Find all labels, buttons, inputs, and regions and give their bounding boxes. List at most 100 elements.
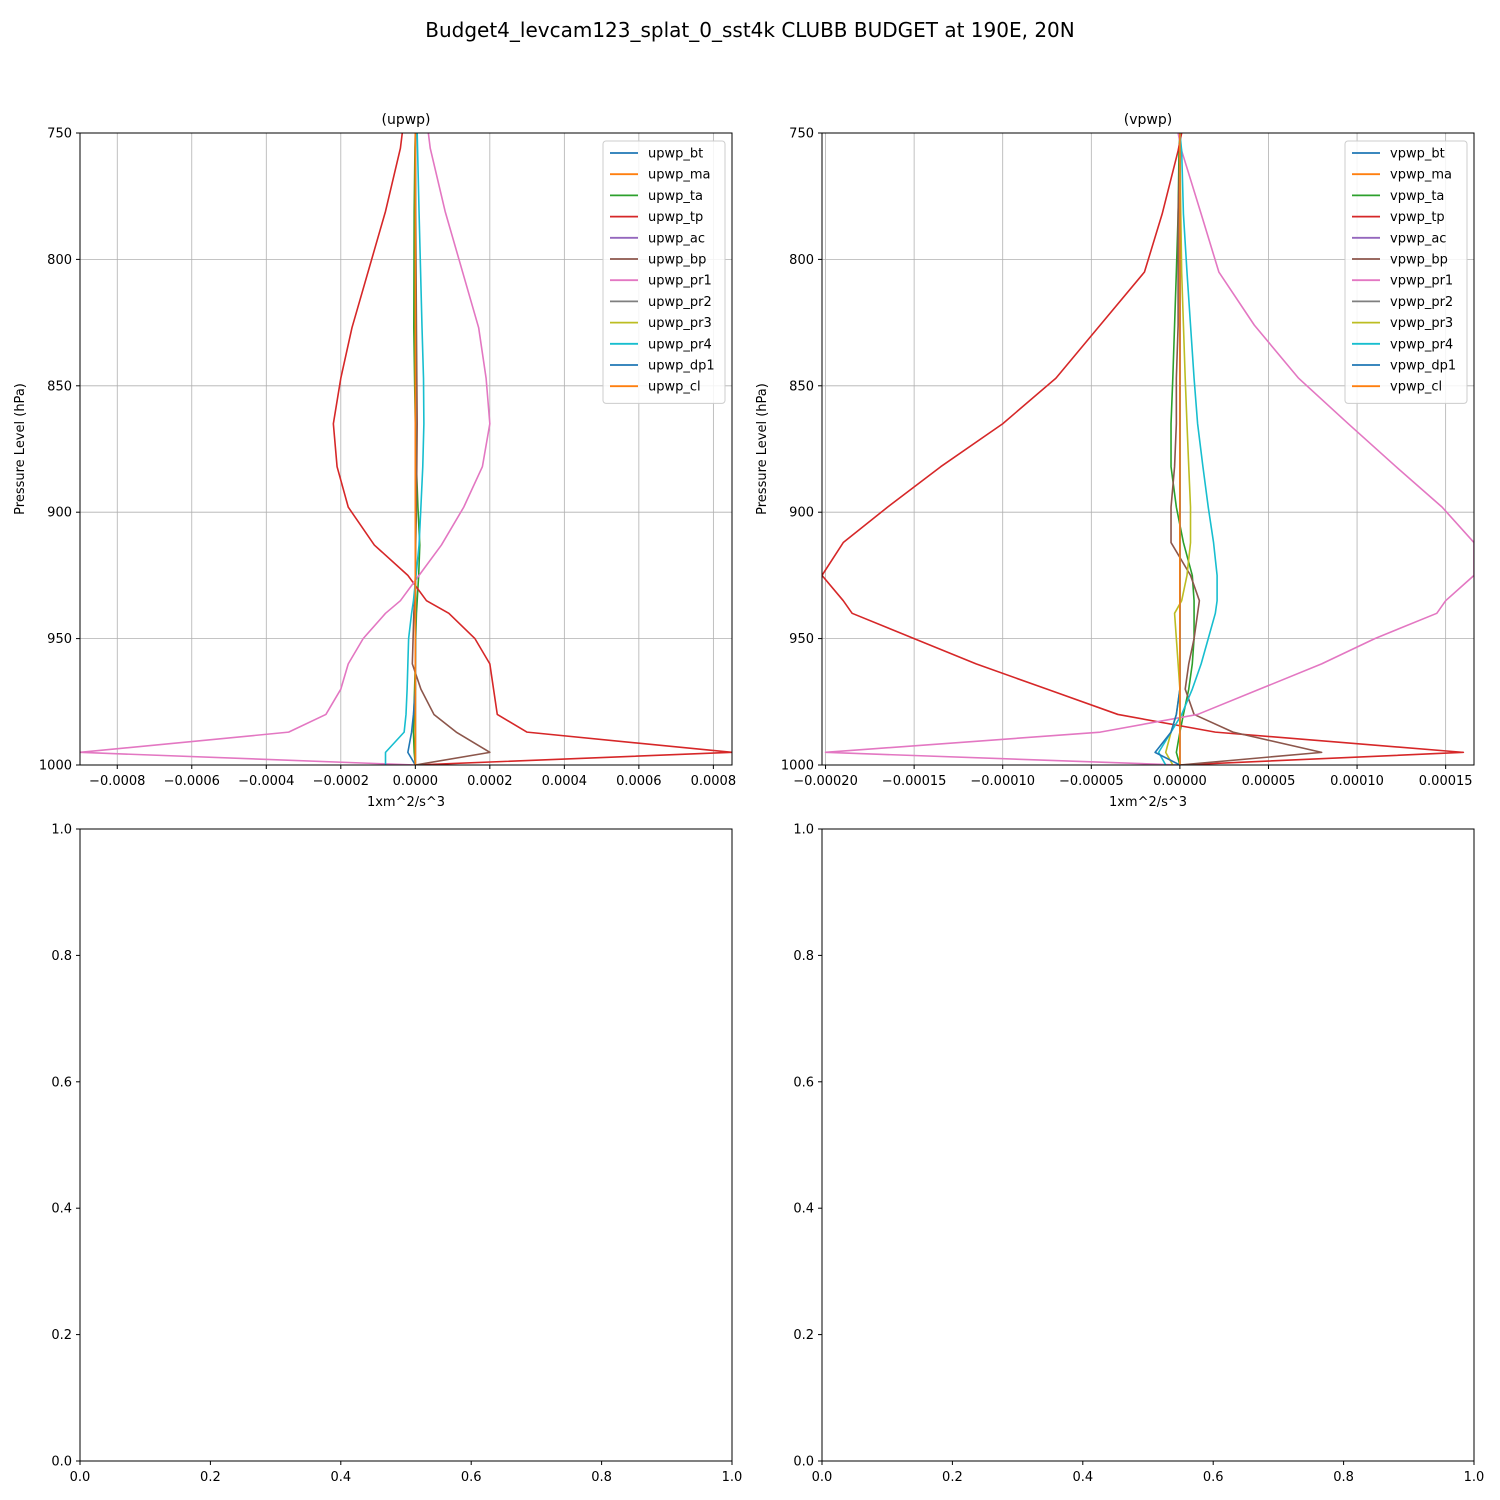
axes-frame xyxy=(79,828,733,1462)
y-tick-label: 950 xyxy=(789,632,814,647)
x-tick-label: −0.0006 xyxy=(164,774,220,789)
series-group xyxy=(822,133,1474,765)
y-tick-label: 850 xyxy=(47,379,72,394)
legend-label: upwp_cl xyxy=(648,380,701,395)
x-tick-label: 0.00010 xyxy=(1330,774,1384,789)
x-tick-label: 0.0008 xyxy=(691,774,737,789)
subplot-grid: −0.0008 −0.0006 −0.0004 −0.0002 0.0000 0.0002… xyxy=(13,112,1484,1485)
y-tick-label: 0.2 xyxy=(51,1328,72,1343)
y-tick-label: 0.8 xyxy=(793,949,814,964)
x-tick-label: 0.00005 xyxy=(1242,774,1296,789)
subplot-4: 0.0 0.2 0.4 0.6 0.8 1.0 0.0 0.2 0.4 0.6 0.8 1.0 xyxy=(793,823,1484,1486)
legend-label: vpwp_pr1 xyxy=(1390,274,1453,289)
y-tick-label: 800 xyxy=(47,253,72,268)
legend-label: upwp_dp1 xyxy=(648,359,715,374)
legend-label: vpwp_tp xyxy=(1390,210,1445,225)
x-tick-label: 0.0 xyxy=(812,1470,833,1485)
legend-label: upwp_pr2 xyxy=(648,295,712,310)
legend-box xyxy=(1344,140,1468,404)
y-tick-label: 0.0 xyxy=(793,1455,814,1470)
y-tick-label: 0.6 xyxy=(793,1075,814,1090)
x-tick-label: 0.0 xyxy=(70,1470,91,1485)
axes-frame xyxy=(821,132,1475,766)
x-tick-label: −0.0002 xyxy=(313,774,369,789)
y-tick-label: 0.0 xyxy=(51,1455,72,1470)
legend-label: upwp_ta xyxy=(648,189,703,204)
y-tick-label: 750 xyxy=(789,127,814,142)
legend-label: upwp_ma xyxy=(648,168,711,183)
subplot-1: −0.0008 −0.0006 −0.0004 −0.0002 0.0000 0.0002… xyxy=(13,112,736,810)
series-line-vpwp_pr1 xyxy=(824,133,1474,765)
x-tick-label: 1.0 xyxy=(1464,1470,1485,1485)
legend-label: vpwp_bp xyxy=(1390,253,1448,268)
legend-label: vpwp_pr2 xyxy=(1390,295,1453,310)
y-tick-label: 750 xyxy=(47,127,72,142)
legend-label: upwp_bp xyxy=(648,253,706,268)
legend-label: vpwp_cl xyxy=(1390,380,1442,395)
legend-label: vpwp_dp1 xyxy=(1390,359,1456,374)
x-tick-label: 0.0006 xyxy=(616,774,662,789)
series-line-vpwp_pr4 xyxy=(1157,133,1218,765)
x-tick-label: 0.2 xyxy=(942,1470,963,1485)
x-tick-label: −0.0004 xyxy=(238,774,294,789)
legend-label: vpwp_pr4 xyxy=(1390,337,1453,352)
legend-label: vpwp_ta xyxy=(1390,189,1444,204)
x-tick-label: 0.2 xyxy=(200,1470,221,1485)
legend: upwp_bt upwp_ma upwp_ta upwp_tp upwp_ac upwp_… xyxy=(602,140,726,404)
y-tick-label: 0.8 xyxy=(51,949,72,964)
y-tick-label: 1000 xyxy=(39,759,72,774)
series-line-vpwp_ta xyxy=(1170,133,1195,765)
y-tick-label: 0.4 xyxy=(51,1202,72,1217)
x-tick-label: 0.4 xyxy=(330,1470,351,1485)
x-tick-label: 0.6 xyxy=(1203,1470,1224,1485)
x-axis-label: 1xm^2/s^3 xyxy=(1109,795,1187,810)
legend-label: upwp_tp xyxy=(648,210,703,225)
y-tick-label: 1.0 xyxy=(793,823,814,838)
y-tick-label: 900 xyxy=(789,506,814,521)
legend-label: upwp_pr1 xyxy=(648,274,712,289)
y-tick-label: 950 xyxy=(47,632,72,647)
subplot-title: (upwp) xyxy=(381,112,430,128)
x-tick-label: 0.00000 xyxy=(1153,774,1207,789)
axes-frame xyxy=(79,132,733,766)
subplot-3: 0.0 0.2 0.4 0.6 0.8 1.0 0.0 0.2 0.4 0.6 0.8 1.0 xyxy=(51,823,742,1486)
legend-label: upwp_ac xyxy=(648,231,705,246)
x-tick-label: 0.8 xyxy=(1333,1470,1354,1485)
y-tick-label: 1000 xyxy=(781,759,814,774)
subplot-2: −0.00020 −0.00015 −0.00010 −0.00005 0.00000 0… xyxy=(755,112,1475,810)
y-axis-label: Pressure Level (hPa) xyxy=(755,383,770,515)
series-line-upwp_pr1 xyxy=(80,133,491,765)
x-tick-label: −0.00005 xyxy=(1059,774,1124,789)
x-tick-label: 0.00015 xyxy=(1419,774,1473,789)
legend-label: vpwp_ac xyxy=(1390,231,1446,246)
legend-label: vpwp_bt xyxy=(1390,147,1445,162)
x-tick-label: 0.0000 xyxy=(393,774,439,789)
axes-frame xyxy=(821,828,1475,1462)
x-tick-label: 0.6 xyxy=(461,1470,482,1485)
x-tick-label: −0.00020 xyxy=(793,774,858,789)
x-axis-label: 1xm^2/s^3 xyxy=(367,795,445,810)
x-tick-label: −0.0008 xyxy=(89,774,145,789)
y-tick-label: 800 xyxy=(789,253,814,268)
legend-box xyxy=(602,140,726,404)
series-line-upwp_tp xyxy=(332,133,732,765)
x-tick-label: 0.0002 xyxy=(467,774,513,789)
x-tick-label: 0.4 xyxy=(1072,1470,1093,1485)
legend-label: upwp_bt xyxy=(648,147,703,162)
x-tick-label: −0.00010 xyxy=(970,774,1035,789)
y-tick-label: 900 xyxy=(47,506,72,521)
legend-label: upwp_pr4 xyxy=(648,337,712,352)
x-tick-label: 0.8 xyxy=(591,1470,612,1485)
y-tick-label: 850 xyxy=(789,379,814,394)
figure-title: Budget4_levcam123_splat_0_sst4k CLUBB BU… xyxy=(425,18,1075,42)
legend-label: vpwp_pr3 xyxy=(1390,316,1453,331)
y-tick-label: 0.6 xyxy=(51,1075,72,1090)
y-tick-label: 1.0 xyxy=(51,823,72,838)
legend-label: upwp_pr3 xyxy=(648,316,712,331)
series-line-vpwp_bp xyxy=(1170,133,1323,765)
y-tick-label: 0.2 xyxy=(793,1328,814,1343)
y-tick-label: 0.4 xyxy=(793,1202,814,1217)
subplot-title: (vpwp) xyxy=(1124,112,1172,128)
